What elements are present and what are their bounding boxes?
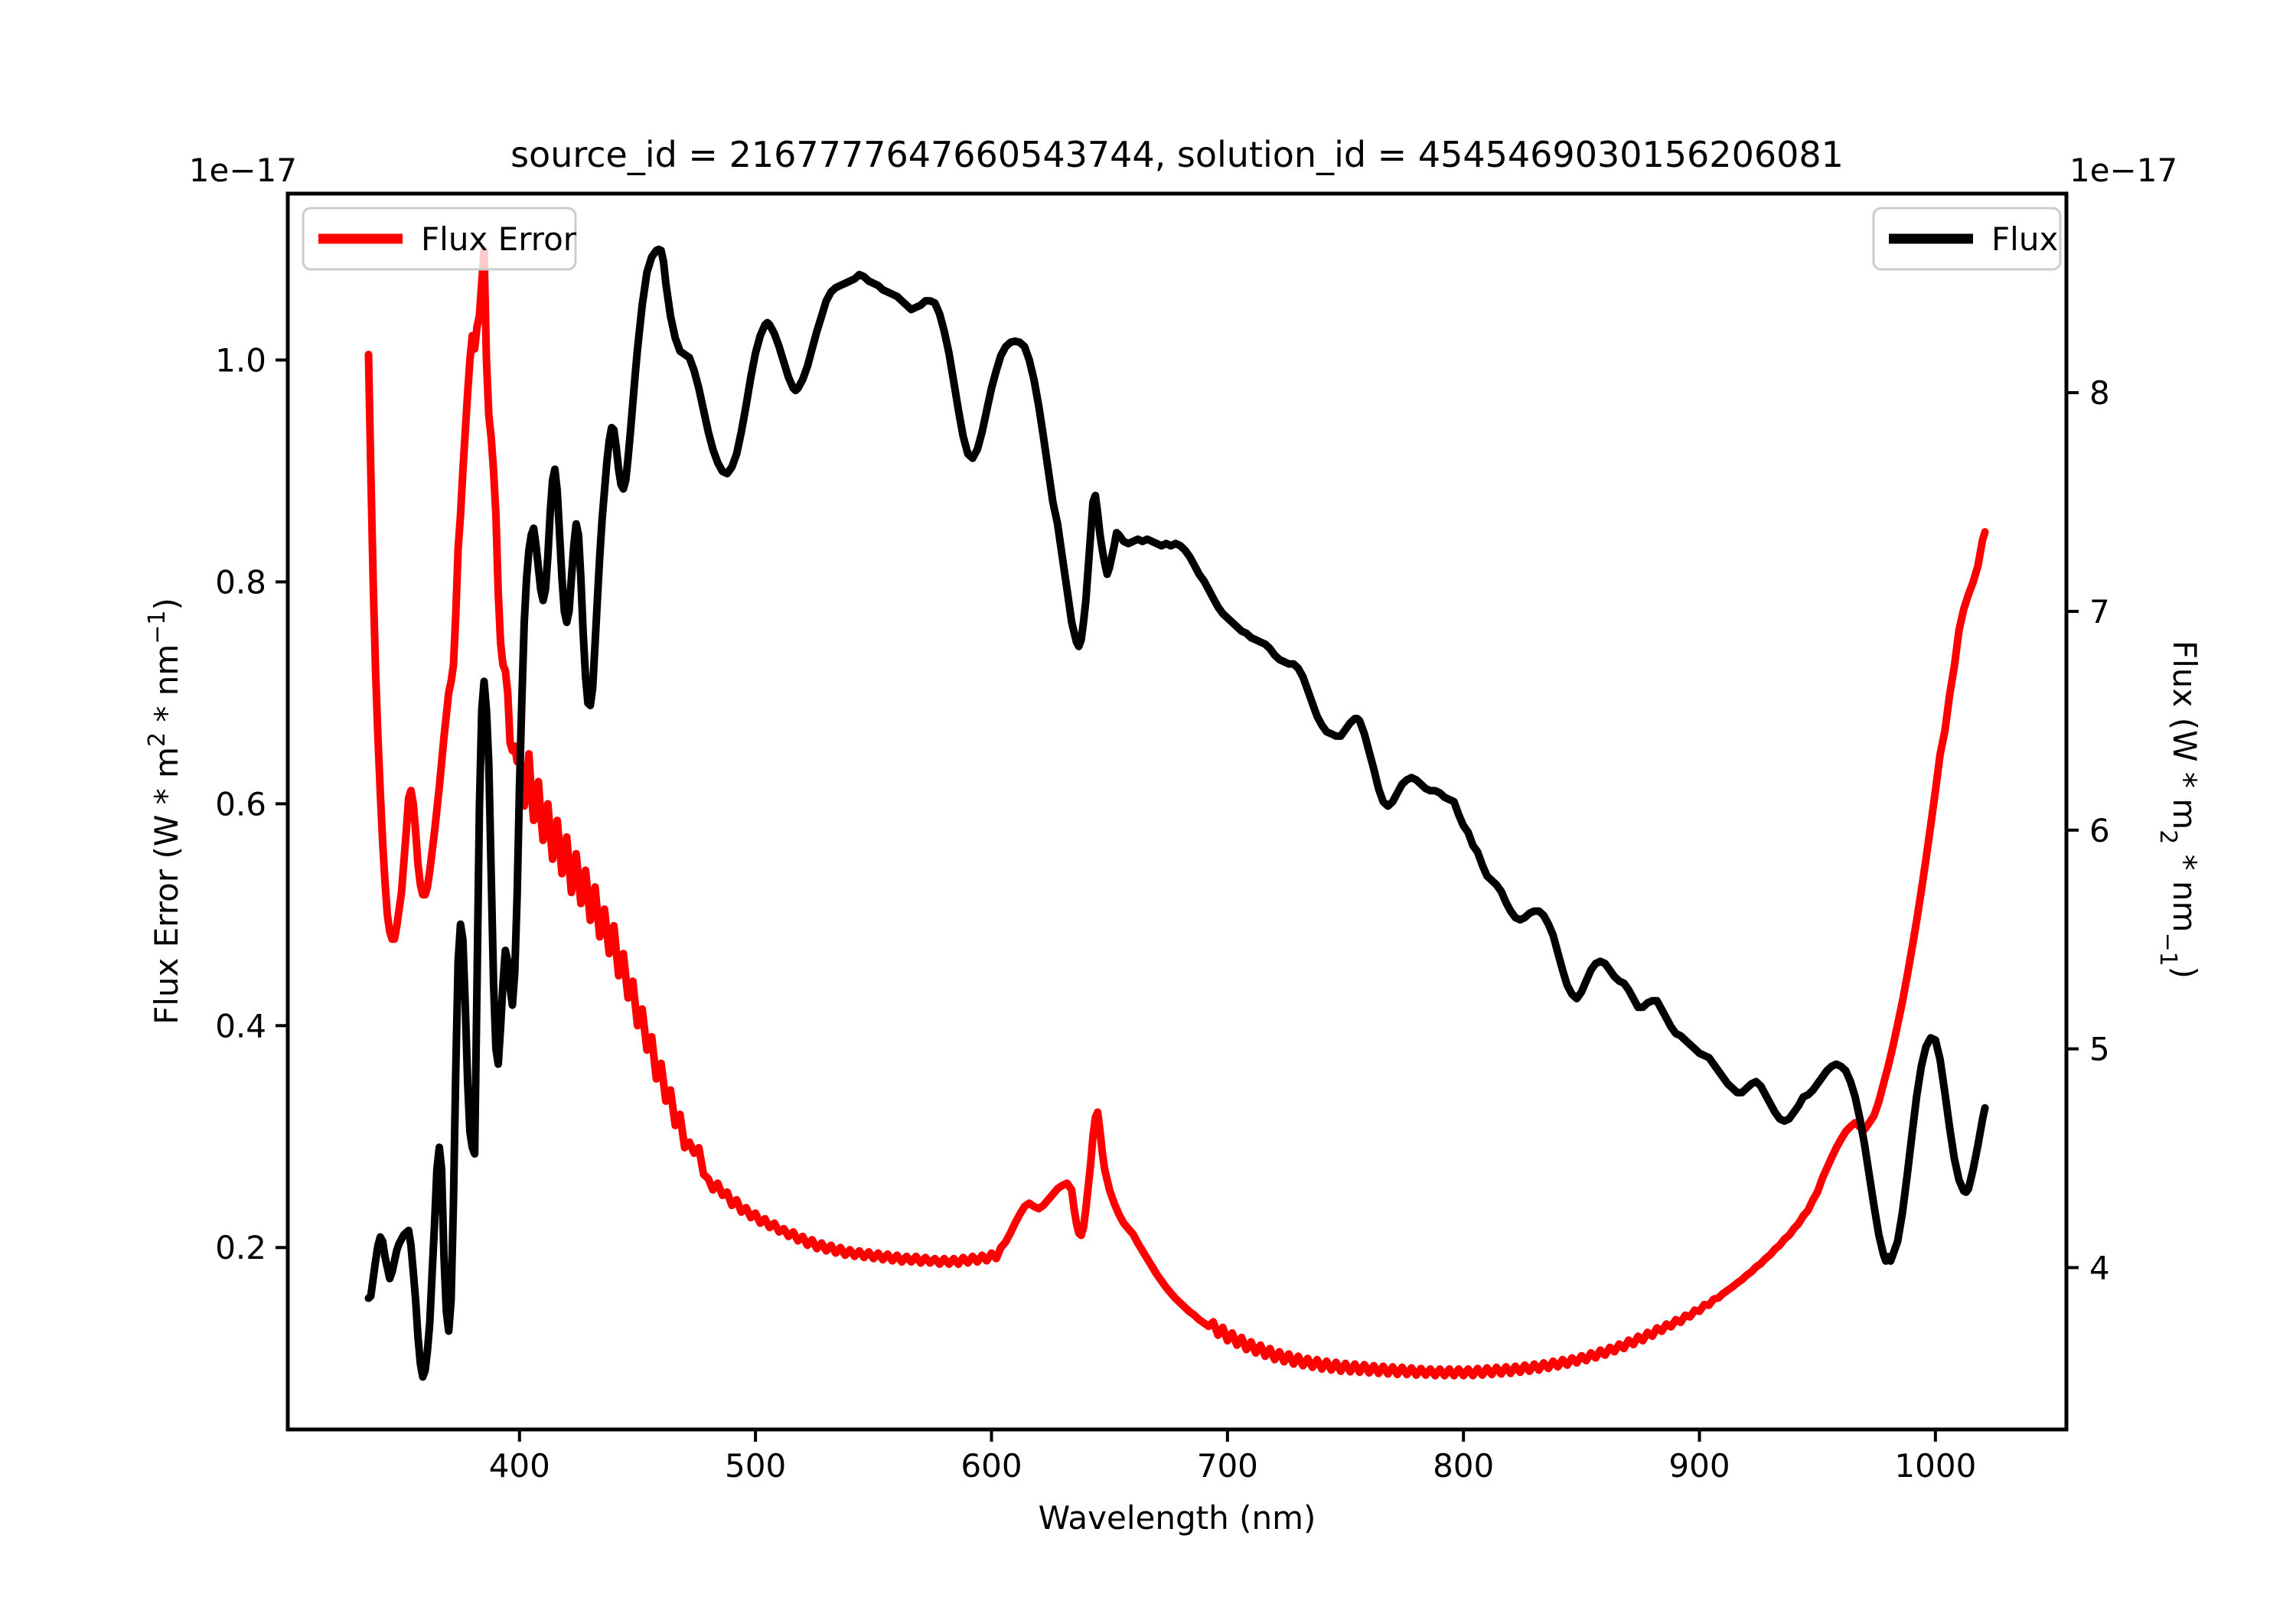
left-y-tick-label: 0.6 — [215, 785, 266, 823]
right-y-tick-label: 5 — [2089, 1031, 2110, 1068]
right-y-label-text: Flux (W * m — [2166, 641, 2203, 830]
left-y-tick-label: 0.4 — [215, 1007, 266, 1045]
chart-title: source_id = 2167777647660543744, solutio… — [510, 134, 1844, 175]
legend-flux[interactable]: Flux — [1872, 207, 2062, 271]
left-y-label-mid: * nm — [148, 644, 185, 732]
right-y-label-mid: * nm — [2166, 844, 2203, 932]
left-y-label-sup-1: −1 — [144, 610, 171, 644]
legend-flux-error[interactable]: Flux Error — [302, 207, 577, 271]
right-y-label-sup-1: −1 — [2154, 932, 2181, 966]
curves — [364, 245, 1989, 1381]
legend-flux-error-label: Flux Error — [421, 220, 577, 258]
right-y-tick-label: 6 — [2089, 812, 2110, 849]
left-axis-offset-text: 1e−17 — [189, 152, 297, 189]
x-tick-label: 600 — [960, 1447, 1022, 1485]
right-axis-offset-text: 1e−17 — [2069, 152, 2177, 189]
right-y-label-sup2: 2 — [2154, 830, 2181, 844]
x-tick-label: 800 — [1433, 1447, 1494, 1485]
left-y-label-text: Flux Error (W * m — [148, 747, 185, 1025]
right-y-tick-label: 8 — [2089, 374, 2110, 412]
left-y-label-sup2: 2 — [144, 732, 171, 747]
left-y-label-close: ) — [148, 598, 185, 610]
series-line-flux-error — [364, 246, 1989, 1380]
left-y-axis-label: Flux Error (W * m2 * nm−1) — [144, 598, 185, 1025]
axes-spines — [285, 191, 2069, 1432]
x-axis-label: Wavelength (nm) — [1039, 1499, 1316, 1537]
x-tick-label: 400 — [489, 1447, 550, 1485]
axis-ticks: 400 500 600 700 800 900 1000 0.2 0.4 0.6 0.8 1.0 4 5 6… — [215, 341, 2110, 1485]
series-line-flux — [364, 245, 1989, 1381]
x-tick-label: 900 — [1668, 1447, 1730, 1485]
x-tick-label: 700 — [1197, 1447, 1258, 1485]
left-y-tick-label: 0.8 — [215, 563, 266, 601]
right-y-tick-label: 7 — [2089, 593, 2110, 631]
x-tick-label: 500 — [725, 1447, 786, 1485]
left-y-tick-label: 1.0 — [215, 341, 266, 379]
right-y-axis-label: Flux (W * m2 * nm−1) — [2154, 641, 2203, 979]
right-y-label-close: ) — [2166, 966, 2203, 979]
left-y-tick-label: 0.2 — [215, 1229, 266, 1266]
right-y-tick-label: 4 — [2089, 1249, 2110, 1286]
x-tick-label: 1000 — [1894, 1447, 1976, 1485]
legend-flux-error-box — [302, 207, 577, 271]
legend-flux-label: Flux — [1991, 220, 2058, 258]
